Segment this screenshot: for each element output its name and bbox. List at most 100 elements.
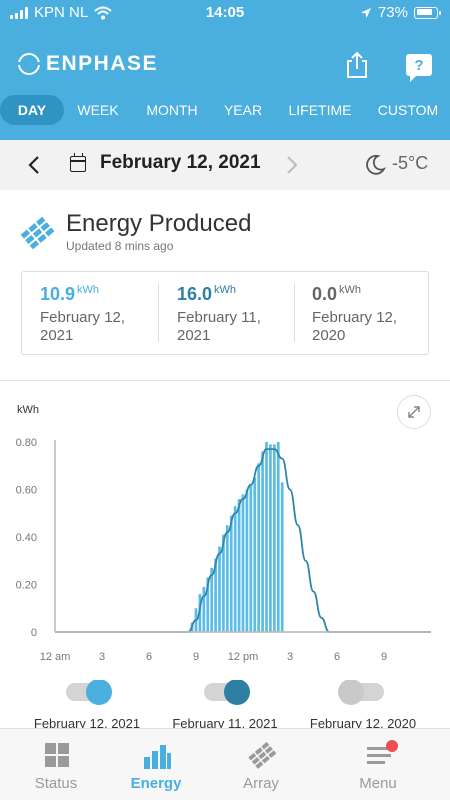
summary-date: February 11, 2021 — [177, 309, 261, 344]
summary-divider — [158, 284, 159, 342]
battery-icon — [414, 6, 441, 19]
chart-bar — [276, 442, 280, 632]
chart-bar — [225, 525, 229, 632]
tab-label: Status — [34, 775, 78, 792]
status-right: 73% — [360, 4, 441, 21]
toggle-knob — [86, 680, 112, 705]
calendar-icon[interactable] — [70, 153, 86, 172]
brand-name: ENPHASE — [46, 52, 159, 75]
y-axis-label: kWh — [17, 404, 39, 416]
tab-lifetime[interactable]: LIFETIME — [288, 102, 352, 118]
bottom-tab-bar: Status Energy Array Menu — [0, 728, 450, 800]
chart-bar — [233, 506, 237, 632]
tab-status[interactable]: Status — [0, 729, 112, 800]
moon-icon — [366, 154, 386, 175]
chart-bar — [272, 444, 276, 632]
chart-bar — [280, 482, 284, 632]
chart-bar — [269, 444, 272, 632]
y-tick-label: 0.20 — [16, 580, 37, 592]
toggle-knob — [338, 680, 364, 705]
x-tick-label: 9 — [381, 651, 387, 663]
summary-date: February 12, 2020 — [312, 309, 398, 344]
carrier-info: KPN NL — [10, 4, 112, 21]
expand-chart-button[interactable] — [397, 395, 431, 429]
tab-label: Array — [243, 775, 279, 792]
tab-custom[interactable]: CUSTOM — [377, 102, 439, 118]
section-divider — [0, 380, 450, 381]
signal-icon — [10, 6, 28, 19]
period-tabs: DAY WEEK MONTH YEAR LIFETIME CUSTOM — [0, 95, 450, 125]
series-line — [55, 448, 431, 633]
summary-yesterday: 16.0 kWh February 11, 2021 — [177, 284, 287, 345]
help-button[interactable]: ? — [404, 50, 434, 82]
chart-bar — [241, 494, 245, 632]
y-tick-label: 0 — [31, 627, 37, 639]
x-tick-label: 12 pm — [228, 651, 259, 663]
summary-last-year: 0.0 kWh February 12, 2020 — [312, 284, 422, 345]
toggle-series-1[interactable] — [66, 680, 112, 705]
location-arrow-icon — [360, 7, 371, 18]
updated-text: Updated 8 mins ago — [66, 239, 174, 253]
toggle-label: February 12, 2020 — [309, 716, 417, 728]
chart-bar — [265, 442, 268, 632]
enphase-logo-mark-icon — [18, 53, 40, 75]
notification-badge — [386, 740, 398, 752]
chart-bar — [237, 499, 241, 632]
expand-icon — [408, 406, 420, 418]
energy-summary-card: 10.9 kWh February 12, 2021 16.0 kWh Februa… — [21, 271, 429, 355]
x-tick-label: 3 — [287, 651, 293, 663]
x-tick-label: 12 am — [40, 651, 71, 663]
selected-date[interactable]: February 12, 2021 — [100, 152, 261, 173]
chart-bar — [202, 586, 206, 632]
energy-chart: kWh 0 0.20 0.40 0.60 0.80 12 am 3 6 9 12 pm 3 6 9 — [16, 404, 431, 663]
tab-menu[interactable]: Menu — [322, 729, 434, 800]
toggle-label: February 11, 2021 — [172, 716, 278, 728]
carrier-name: KPN NL — [34, 4, 89, 21]
menu-icon — [367, 747, 391, 764]
toggle-knob — [224, 680, 250, 705]
toggle-label: February 12, 2021 — [33, 716, 141, 728]
x-tick-label: 6 — [146, 651, 152, 663]
toggle-series-3[interactable] — [338, 680, 384, 705]
tab-energy[interactable]: Energy — [100, 729, 212, 800]
solar-panel-icon — [248, 741, 276, 769]
grid-icon — [45, 743, 69, 767]
y-tick-label: 0.60 — [16, 485, 37, 497]
chart-bar — [253, 477, 257, 632]
summary-divider — [294, 284, 295, 342]
chevron-left-icon[interactable] — [24, 153, 44, 177]
tab-label: Menu — [359, 775, 397, 792]
app-header: KPN NL 14:05 73% ENPHASE ? DA — [0, 0, 450, 140]
share-icon — [347, 51, 367, 78]
summary-value: 10.9 kWh — [40, 284, 100, 304]
series-toggles: February 12, 2021 February 11, 2021 Febr… — [0, 680, 450, 728]
summary-date: February 12, 2021 — [40, 309, 126, 344]
x-tick-label: 9 — [193, 651, 199, 663]
share-button[interactable] — [342, 50, 372, 80]
chart-bar — [222, 534, 225, 632]
chart-bar — [229, 515, 233, 632]
bar-chart-icon — [144, 745, 171, 769]
tab-label: Energy — [130, 775, 182, 792]
toggle-series-2[interactable] — [204, 680, 250, 705]
chart-bar — [245, 489, 249, 632]
chart-bar — [257, 463, 261, 632]
summary-value: 0.0 kWh — [312, 284, 362, 304]
tab-week[interactable]: WEEK — [77, 102, 119, 118]
solar-panel-icon — [20, 216, 55, 250]
chart-bar — [210, 567, 214, 632]
chart-bar — [218, 546, 221, 632]
y-tick-label: 0.40 — [16, 532, 37, 544]
summary-today: 10.9 kWh February 12, 2021 — [40, 284, 150, 345]
summary-value: 16.0 kWh — [177, 284, 237, 304]
wifi-icon — [94, 6, 112, 19]
tab-array[interactable]: Array — [205, 729, 317, 800]
enphase-logo: ENPHASE — [18, 52, 158, 76]
chart-bar — [206, 577, 210, 632]
tab-day[interactable]: DAY — [0, 95, 64, 125]
tab-year[interactable]: YEAR — [223, 102, 263, 118]
tab-month[interactable]: MONTH — [146, 102, 198, 118]
chevron-right-icon[interactable] — [282, 153, 302, 177]
date-navigation: February 12, 2021 -5°C — [0, 140, 450, 190]
status-bar: KPN NL 14:05 73% — [0, 0, 450, 26]
